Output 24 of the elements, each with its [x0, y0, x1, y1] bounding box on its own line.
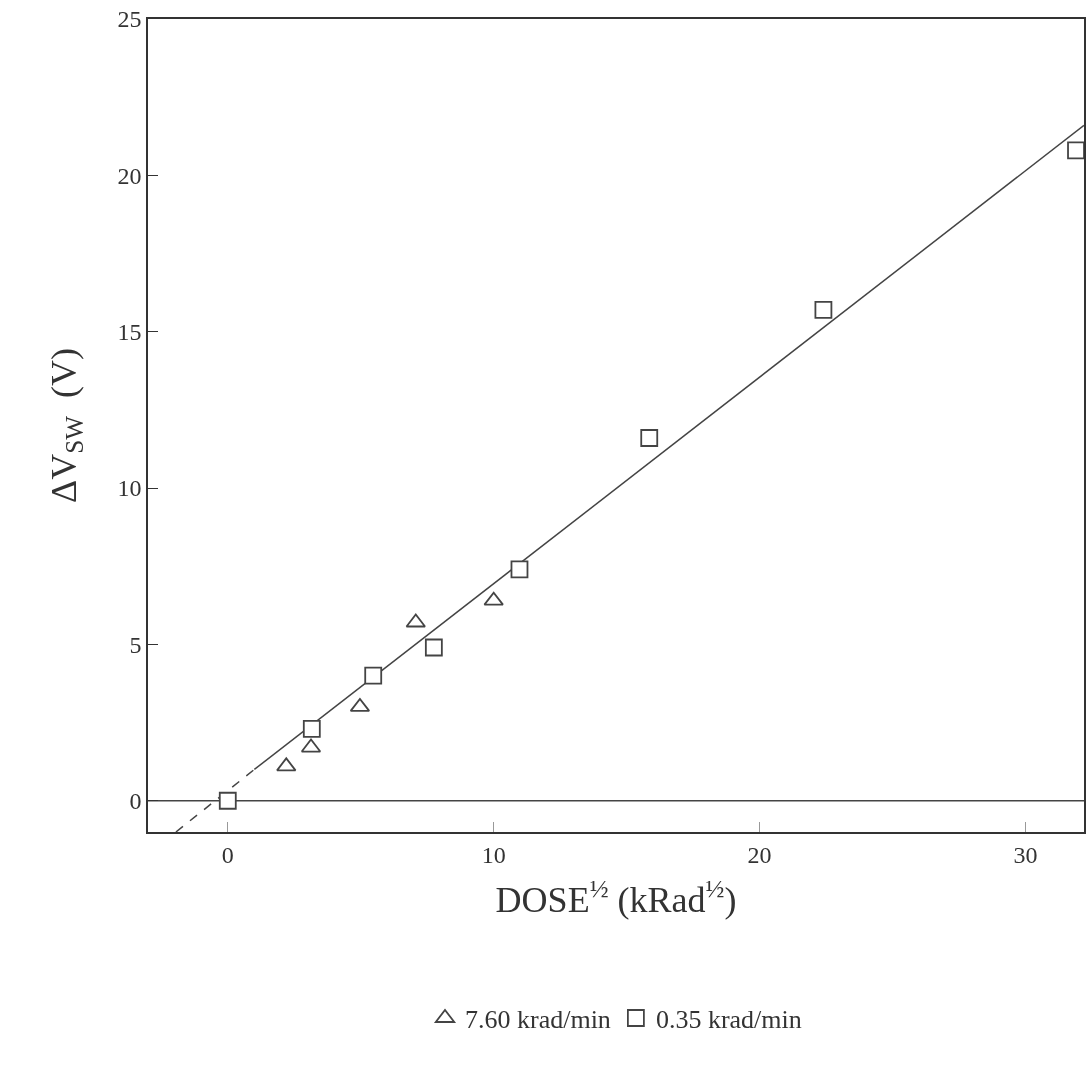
point: [276, 757, 297, 772]
point: [218, 791, 237, 810]
point: [405, 613, 426, 628]
point: [364, 666, 383, 685]
point: [1067, 141, 1084, 160]
y-tick-label: 20: [117, 162, 142, 189]
y-tick-label: 5: [129, 631, 142, 658]
point: [302, 719, 321, 738]
point: [510, 560, 529, 579]
legend-label: 7.60 krad/min: [465, 1005, 611, 1035]
y-tick-label: 10: [117, 475, 142, 502]
x-tick-label: 0: [221, 841, 234, 868]
y-tick-label: 15: [117, 319, 142, 346]
y-tick-label: 0: [129, 788, 142, 815]
x-tick-label: 20: [747, 841, 772, 868]
x-tick-label: 30: [1013, 841, 1038, 868]
x-axis-title: DOSE$^{½}$ (kRad$^{½}$): [495, 874, 737, 920]
point: [424, 638, 443, 657]
y-tick-label: 25: [117, 6, 142, 33]
point: [814, 300, 833, 319]
x-tick-label: 10: [481, 841, 506, 868]
point: [483, 591, 504, 606]
point: [640, 429, 659, 447]
legend-label: 0.35 krad/min: [655, 1005, 802, 1035]
